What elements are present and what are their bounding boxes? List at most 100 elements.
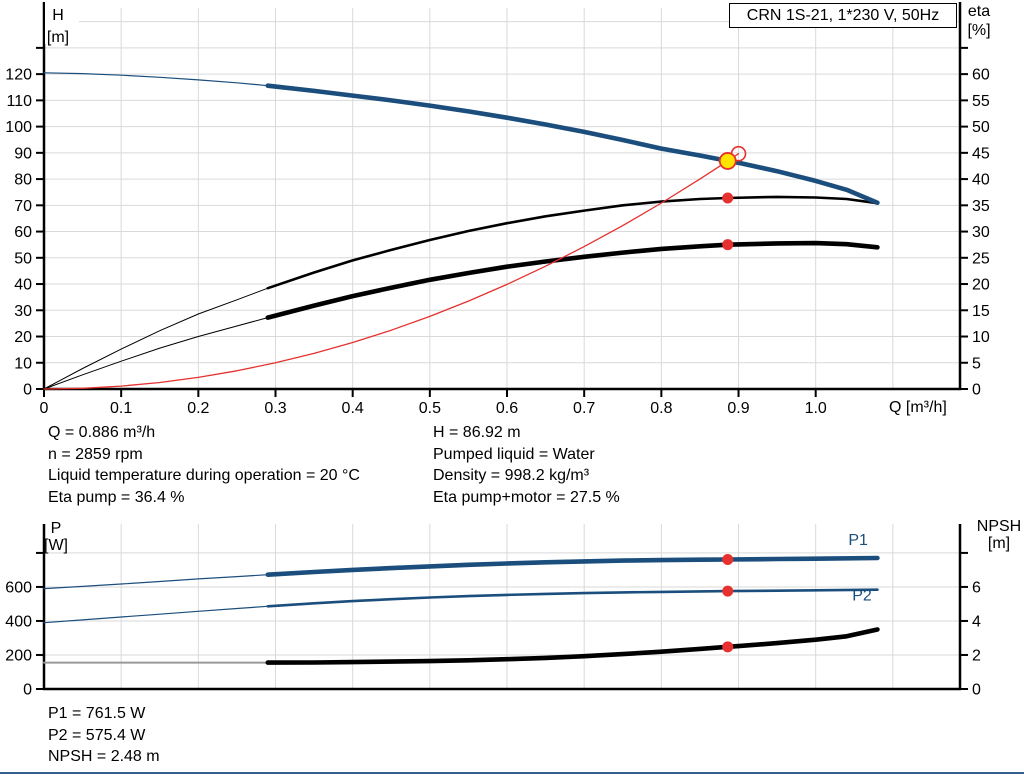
right-axis-tick-label: 20 (972, 277, 990, 294)
left-axis-tick-label: 60 (14, 224, 32, 241)
x-axis-tick-label: 1.0 (805, 400, 827, 417)
x-axis-tick-label: 0.9 (727, 400, 749, 417)
marker-eta-pump-motor-duty-dot (722, 239, 734, 251)
series-npsh (265, 627, 880, 665)
curve-label-p1: P1 (848, 532, 868, 549)
axes: 0 200 400 600 0 2 4 6 (5, 524, 981, 699)
right-axis-tick-label: 40 (972, 172, 990, 189)
annotation-flow: Q = 0.886 m³/h (48, 424, 156, 441)
marker-npsh-duty-dot (722, 641, 734, 653)
right-axis-tick-label: 45 (972, 145, 990, 162)
right-axis-tick-label: 5 (972, 355, 981, 372)
left-axis-tick-label: 40 (14, 277, 32, 294)
annotation-npsh: NPSH = 2.48 m (48, 748, 160, 765)
annotation-pumped-liquid: Pumped liquid = Water (433, 445, 595, 463)
axis-title-mask (45, 2, 79, 44)
left-axis-tick-label: 400 (5, 613, 32, 630)
annotation-p1: P1 = 761.5 W (48, 705, 146, 722)
right-axis-title-unit: [m] (988, 535, 1010, 552)
chart-qh-eta: 0 10 20 30 40 50 60 70 80 90 100 110 120 0 5 10 15 20 25 30… (5, 2, 991, 417)
chart-power-npsh: 0 200 400 600 0 2 4 6 P[W] NPSH[m] P1 P2 (5, 518, 1021, 699)
series-eta-pump-thin (43, 287, 269, 390)
left-axis-tick-label: 90 (14, 145, 32, 162)
left-axis-tick-label: 100 (5, 119, 32, 136)
left-axis-tick-label: 600 (5, 579, 32, 596)
marker-p1-duty-dot (722, 553, 734, 565)
left-axis-tick-label: 0 (23, 682, 32, 699)
right-axis-tick-label: 35 (972, 198, 990, 215)
series-eta-pump-motor (265, 240, 880, 320)
right-axis-tick-label: 25 (972, 250, 990, 267)
right-axis-tick-label: 10 (972, 329, 990, 346)
right-axis-title: NPSH (977, 518, 1021, 535)
power-npsh-values-column: P1 = 761.5 W P2 = 575.4 W NPSH = 2.48 m (48, 703, 160, 768)
x-axis-tick-label: 0.6 (496, 400, 518, 417)
annotation-eta-pump: Eta pump = 36.4 % (48, 488, 185, 506)
left-axis-tick-label: 120 (5, 67, 32, 84)
right-axis-title-unit: [%] (967, 22, 990, 39)
annotation-eta-pump-motor: Eta pump+motor = 27.5 % (433, 488, 620, 506)
right-axis-tick-label: 60 (972, 67, 990, 84)
right-axis-tick-label: 55 (972, 93, 990, 110)
grid (44, 8, 960, 389)
marker-p2-duty-dot (722, 585, 734, 597)
left-axis-tick-label: 50 (14, 250, 32, 267)
annotation-head: H = 86.92 m (433, 424, 521, 441)
right-axis-title: eta (968, 3, 990, 20)
annotation-p2: P2 = 575.4 W (48, 726, 146, 744)
right-axis-tick-label: 15 (972, 303, 990, 320)
series-head (265, 83, 880, 205)
annotation-density: Density = 998.2 kg/m³ (433, 467, 590, 484)
x-axis-tick-label: 0.4 (342, 400, 364, 417)
x-axis-tick-label: 0.7 (573, 400, 595, 417)
left-axis-tick-label: 70 (14, 198, 32, 215)
marker-eta-pump-duty-dot (722, 192, 734, 204)
pump-model-title-box: CRN 1S-21, 1*230 V, 50Hz (729, 3, 957, 28)
right-axis-tick-label: 6 (972, 579, 981, 596)
series-head-thin (43, 72, 269, 87)
annotation-liquid-temperature: Liquid temperature during operation = 20… (48, 467, 360, 484)
series-p2-thin (43, 605, 269, 624)
left-axis-tick-label: 20 (14, 329, 32, 346)
operating-data-left-column: Q = 0.886 m³/h n = 2859 rpm Liquid tempe… (48, 422, 360, 508)
series-eta-pump (266, 195, 879, 290)
markers (718, 145, 747, 251)
grid (44, 524, 960, 689)
x-axis-tick-label: 0.5 (419, 400, 441, 417)
series-system-curve (43, 153, 740, 390)
pump-model-title: CRN 1S-21, 1*230 V, 50Hz (746, 7, 940, 24)
marker-duty-point[interactable] (718, 152, 737, 170)
bottom-separator-line (0, 772, 1024, 774)
series-p2 (266, 588, 879, 608)
left-axis-tick-label: 30 (14, 303, 32, 320)
series-p1 (265, 555, 880, 577)
curve-label-p2: P2 (852, 588, 872, 605)
left-axis-title: P (51, 520, 62, 537)
right-axis-tick-label: 50 (972, 119, 990, 136)
right-axis-tick-label: 30 (972, 224, 990, 241)
left-axis-tick-label: 110 (6, 93, 32, 110)
annotation-speed: n = 2859 rpm (48, 445, 143, 463)
x-axis-tick-label: 0.8 (650, 400, 672, 417)
left-axis-tick-label: 200 (5, 647, 32, 664)
axes: 0 10 20 30 40 50 60 70 80 90 100 110 120 0 5 10 15 20 25 30… (5, 2, 990, 417)
left-axis-title-unit: [m] (47, 29, 69, 46)
left-axis-tick-label: 0 (23, 382, 32, 399)
x-axis-tick-label: 0.2 (187, 400, 209, 417)
series (43, 72, 880, 390)
left-axis-title-unit: [W] (44, 537, 68, 554)
right-axis-tick-label: 4 (972, 613, 981, 630)
right-axis-tick-label: 0 (972, 382, 981, 399)
right-axis-tick-label: 0 (972, 682, 981, 699)
series-p1-thin (43, 574, 269, 590)
x-axis-tick-label: 0.1 (110, 400, 132, 417)
series (43, 555, 880, 665)
operating-data-right-column: H = 86.92 m Pumped liquid = Water Densit… (433, 422, 620, 508)
markers (722, 553, 734, 653)
x-axis-tick-label: 0 (40, 400, 49, 417)
x-axis-title: Q [m³/h] (889, 399, 947, 416)
x-axis-tick-label: 0.3 (264, 400, 286, 417)
left-axis-tick-label: 10 (14, 355, 32, 372)
